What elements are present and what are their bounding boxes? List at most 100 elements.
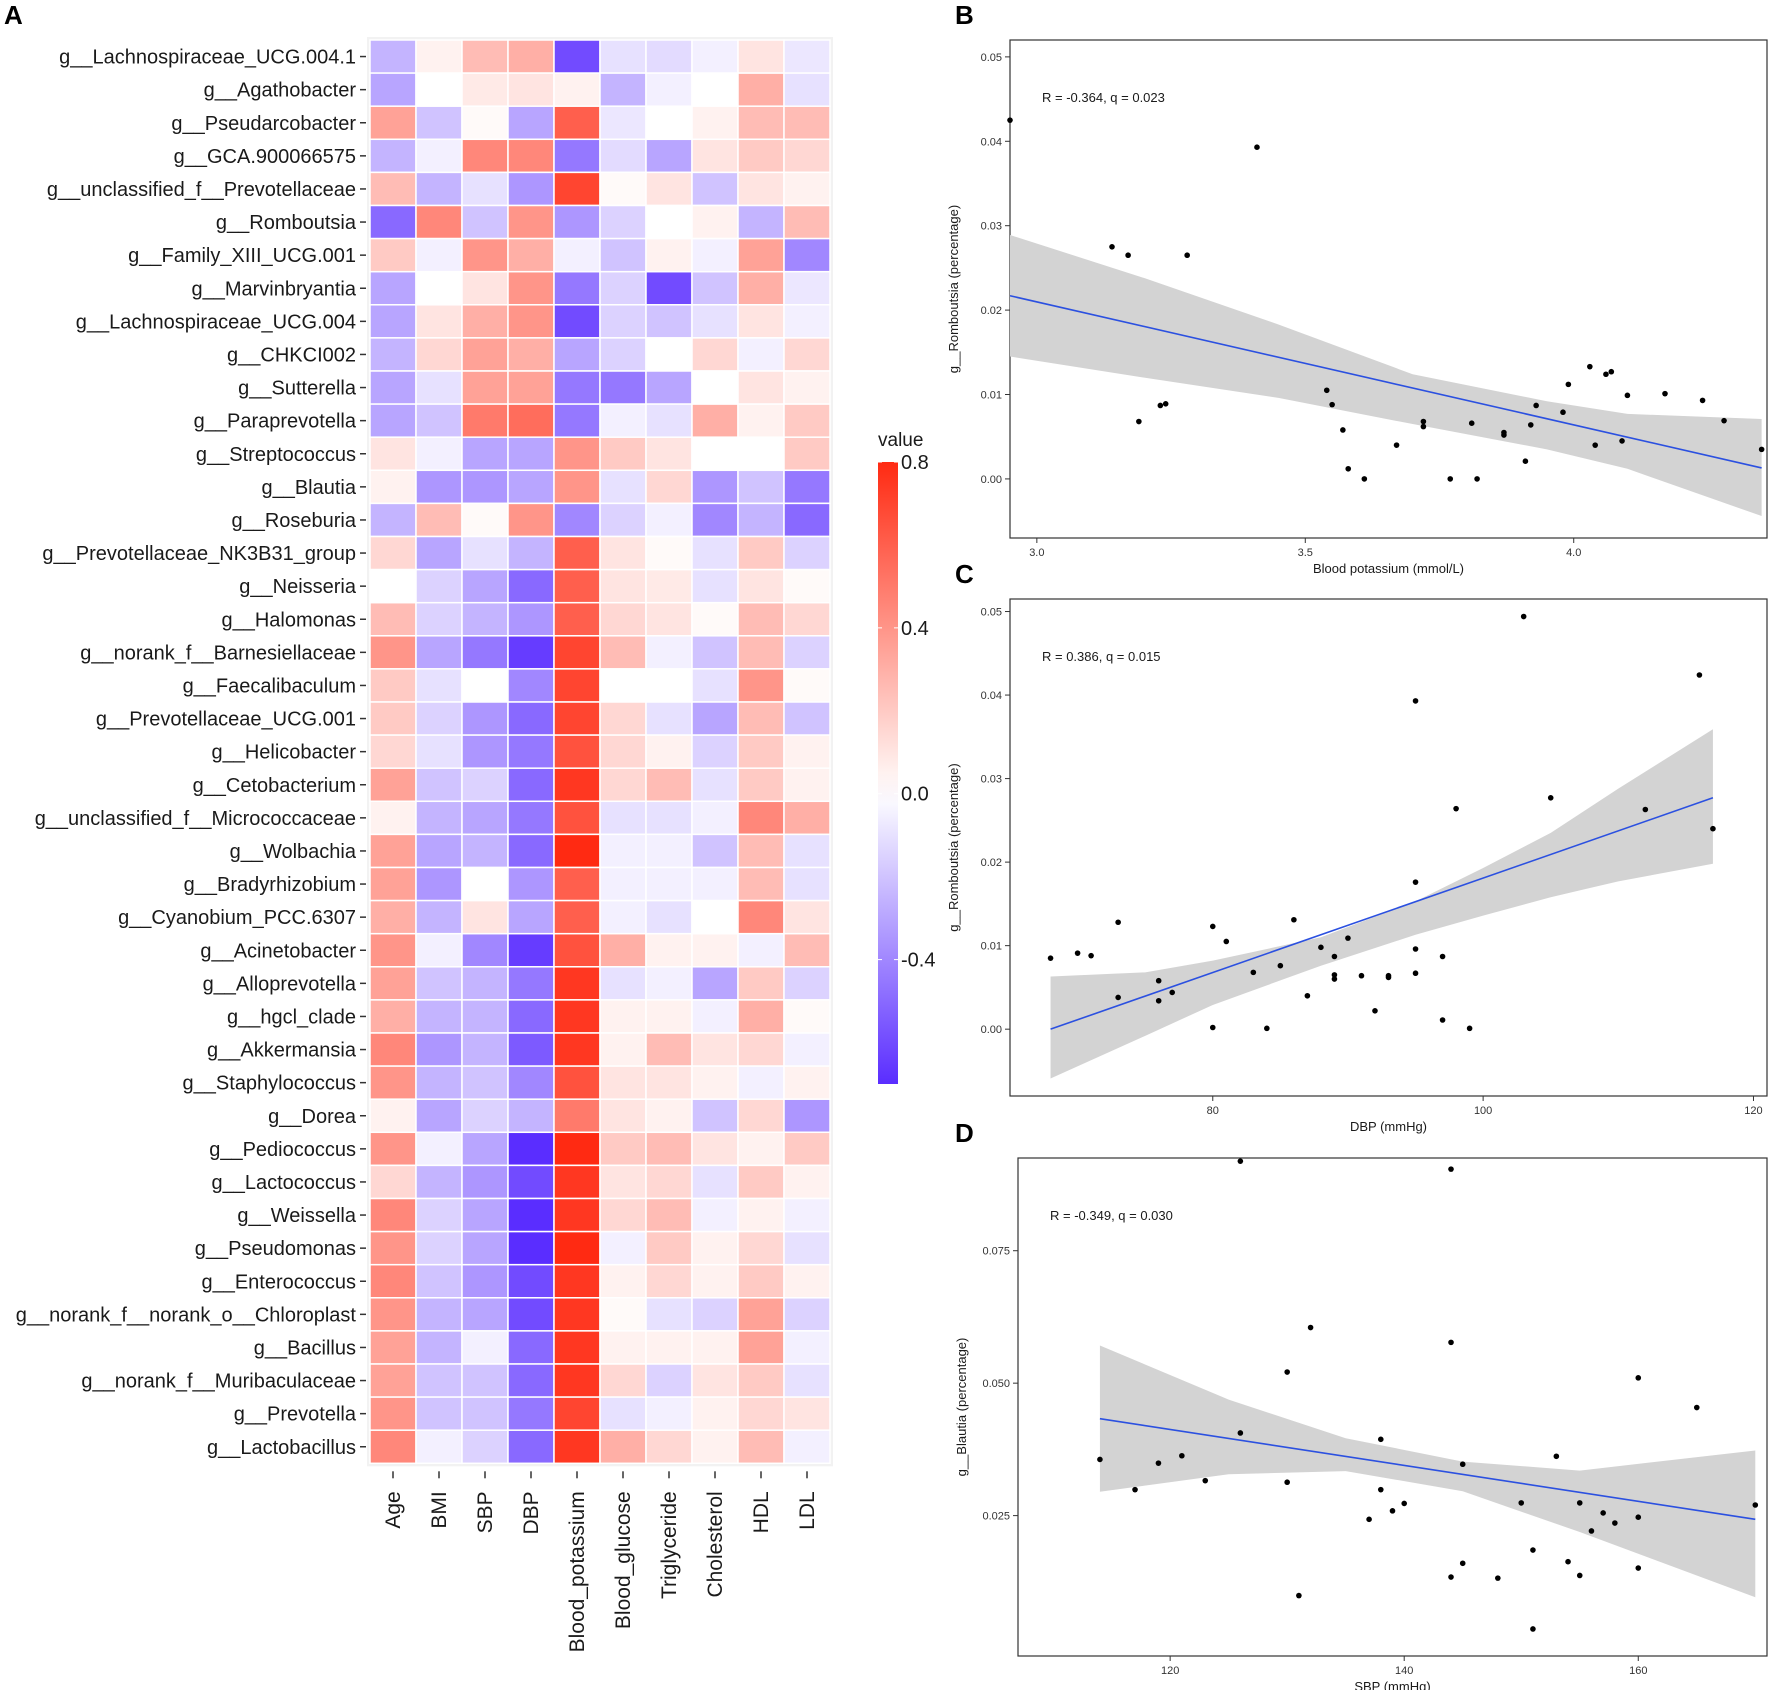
heatmap-cell: [645, 668, 693, 703]
data-point: [1696, 672, 1703, 678]
panel-letter-b: B: [955, 0, 974, 30]
heatmap-cell: [553, 304, 601, 339]
heatmap-cell: [691, 535, 739, 571]
heatmap-cell: [507, 337, 555, 372]
heatmap-cell: [645, 469, 693, 505]
confidence-band: [1010, 234, 1762, 517]
y-tick-label: 0.01: [981, 941, 1002, 953]
data-point: [1624, 392, 1631, 399]
heatmap-cell: [461, 403, 509, 438]
heatmap-cell: [369, 72, 417, 107]
heatmap-cell: [783, 535, 831, 571]
heatmap-cell: [599, 370, 647, 405]
column-label-triglyceride: Triglyceride: [658, 1491, 681, 1599]
regression-line: [1099, 1417, 1756, 1521]
heatmap-cell: [691, 237, 739, 273]
heatmap-cell: [553, 469, 601, 505]
heatmap-cell: [553, 601, 601, 637]
heatmap-cell: [415, 568, 463, 604]
data-point: [1385, 974, 1392, 981]
heatmap-cell: [553, 204, 601, 240]
heatmap-cell: [783, 138, 831, 174]
heatmap-cell: [369, 502, 417, 538]
heatmap-cell: [553, 171, 601, 207]
heatmap-cell: [737, 436, 785, 472]
legend-tick-label: -0.4: [901, 950, 935, 972]
heatmap-cell: [415, 535, 463, 571]
heatmap-cell: [737, 138, 785, 174]
y-tick-label: 0.03: [981, 774, 1002, 786]
data-point: [1439, 1017, 1446, 1023]
heatmap-cell: [415, 403, 463, 438]
data-point: [1412, 879, 1419, 885]
regression-line: [1009, 294, 1762, 469]
heatmap-cell: [737, 866, 785, 902]
data-point: [1115, 994, 1121, 1001]
heatmap-cell: [691, 701, 739, 736]
data-point: [1635, 1565, 1642, 1571]
data-point: [1237, 1158, 1244, 1164]
heatmap-cell: [415, 1429, 463, 1465]
heatmap-cell: [737, 635, 785, 670]
x-tick-label: 80: [1207, 1105, 1219, 1117]
heatmap-cell: [645, 932, 693, 968]
heatmap-cell: [415, 800, 463, 836]
heatmap-cell: [415, 502, 463, 538]
heatmap-cell: [783, 668, 831, 703]
heatmap-cell: [461, 1197, 509, 1233]
x-tick-label: 4.0: [1566, 547, 1581, 559]
heatmap-cell: [691, 469, 739, 505]
heatmap-cell: [553, 1330, 601, 1365]
data-point: [1132, 1486, 1138, 1493]
data-point: [1136, 418, 1142, 425]
heatmap-cell: [737, 370, 785, 405]
heatmap-cell: [461, 1429, 509, 1465]
y-tick-label: 0.00: [981, 474, 1002, 486]
heatmap-cell: [461, 1297, 509, 1332]
heatmap-cell: [461, 337, 509, 372]
heatmap-cell: [599, 734, 647, 769]
data-point: [1642, 806, 1649, 813]
heatmap-cell: [645, 1263, 693, 1299]
x-tick-label: 140: [1395, 1665, 1413, 1677]
heatmap-cell: [599, 767, 647, 803]
heatmap-cell: [783, 270, 831, 306]
data-point: [1209, 1024, 1216, 1031]
heatmap-cell: [415, 72, 463, 107]
heatmap-cell: [461, 105, 509, 141]
row-label-g-streptococcus: g__Streptococcus: [196, 444, 356, 466]
row-label-g-enterococcus: g__Enterococcus: [201, 1271, 356, 1293]
heatmap-cell: [737, 966, 785, 1001]
heatmap-cell: [599, 502, 647, 538]
heatmap-cell: [553, 535, 601, 571]
column-label-dbp: DBP: [520, 1491, 543, 1534]
heatmap-cell: [691, 105, 739, 141]
row-label-g-bacillus: g__Bacillus: [254, 1337, 356, 1359]
data-point: [1412, 970, 1419, 977]
data-point: [1377, 1486, 1384, 1493]
data-point: [1155, 1460, 1162, 1466]
heatmap-cell: [461, 1363, 509, 1398]
data-point: [1501, 432, 1507, 438]
heatmap-cell: [369, 171, 417, 207]
heatmap-cell: [415, 138, 463, 174]
heatmap-cell: [507, 39, 555, 74]
heatmap-cell: [369, 1065, 417, 1100]
heatmap-cell: [691, 668, 739, 703]
heatmap-cell: [369, 1396, 417, 1431]
heatmap-cell: [645, 833, 693, 869]
heatmap-cell: [507, 833, 555, 869]
heatmap-cell: [461, 932, 509, 968]
data-point: [1340, 427, 1346, 433]
data-point: [1600, 1510, 1606, 1516]
x-axis-label: DBP (mmHg): [1350, 1119, 1427, 1134]
heatmap-cell: [369, 1164, 417, 1200]
y-tick-label: 0.00: [981, 1024, 1002, 1036]
heatmap-cell: [737, 734, 785, 769]
row-label-g-marvinbryantia: g__Marvinbryantia: [191, 278, 356, 300]
heatmap-cell: [599, 999, 647, 1034]
heatmap-cell: [645, 701, 693, 736]
heatmap-cell: [461, 1032, 509, 1067]
heatmap-cell: [415, 304, 463, 339]
heatmap-cell: [415, 866, 463, 902]
